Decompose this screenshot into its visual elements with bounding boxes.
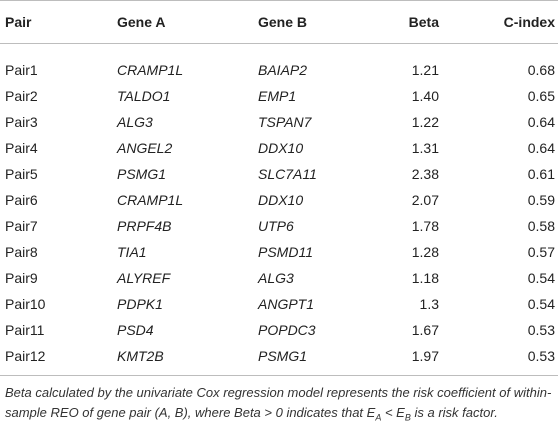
table-row: Pair8 TIA1 PSMD11 1.28 0.57 (0, 240, 558, 264)
cell-c-index: 0.59 (527, 192, 555, 208)
cell-beta: 1.18 (411, 270, 439, 286)
cell-c-index: 0.65 (527, 88, 555, 104)
cell-gene-a: CRAMP1L (117, 62, 184, 78)
table-row: Pair6 CRAMP1L DDX10 2.07 0.59 (0, 188, 558, 212)
table-row: Pair5 PSMG1 SLC7A11 2.38 0.61 (0, 162, 558, 186)
cell-gene-a: CRAMP1L (117, 192, 184, 208)
cell-beta: 1.3 (419, 296, 439, 312)
table-footnote: Beta calculated by the univariate Cox re… (5, 383, 553, 423)
table-header-rule (0, 43, 558, 44)
cell-beta: 1.40 (411, 88, 439, 104)
cell-beta: 1.31 (411, 140, 439, 156)
cell-pair: Pair6 (5, 192, 38, 208)
cell-beta: 2.07 (411, 192, 439, 208)
cell-gene-b: PSMD11 (258, 244, 313, 260)
cell-gene-b: SLC7A11 (258, 166, 317, 182)
cell-gene-b: DDX10 (258, 192, 304, 208)
table-row: Pair3 ALG3 TSPAN7 1.22 0.64 (0, 110, 558, 134)
footnote-subscript-b: B (404, 412, 411, 423)
cell-pair: Pair5 (5, 166, 38, 182)
cell-pair: Pair1 (5, 62, 38, 78)
cell-gene-b: ANGPT1 (258, 296, 315, 312)
cell-c-index: 0.58 (527, 218, 555, 234)
table-row: Pair10 PDPK1 ANGPT1 1.3 0.54 (0, 292, 558, 316)
cell-c-index: 0.54 (527, 270, 555, 286)
cell-gene-a: ALG3 (117, 114, 153, 130)
cell-beta: 1.21 (411, 62, 439, 78)
cell-pair: Pair11 (5, 322, 45, 338)
table-row: Pair2 TALDO1 EMP1 1.40 0.65 (0, 84, 558, 108)
cell-gene-a: TALDO1 (117, 88, 171, 104)
cell-c-index: 0.54 (527, 296, 555, 312)
table-top-rule (0, 0, 558, 1)
cell-beta: 1.28 (411, 244, 439, 260)
cell-gene-a: PSD4 (117, 322, 154, 338)
header-beta: Beta (408, 14, 439, 30)
table-header-row: Pair Gene A Gene B Beta C-index (0, 10, 558, 34)
cell-beta: 1.67 (411, 322, 439, 338)
cell-pair: Pair9 (5, 270, 38, 286)
cell-pair: Pair3 (5, 114, 38, 130)
cell-beta: 1.97 (411, 348, 439, 364)
footnote-text: is a risk factor. (410, 405, 498, 420)
cell-gene-b: ALG3 (258, 270, 294, 286)
table-row: Pair7 PRPF4B UTP6 1.78 0.58 (0, 214, 558, 238)
table-bottom-rule (0, 375, 558, 376)
table-row: Pair9 ALYREF ALG3 1.18 0.54 (0, 266, 558, 290)
header-pair: Pair (5, 14, 32, 30)
cell-pair: Pair12 (5, 348, 46, 364)
header-gene-a: Gene A (117, 14, 166, 30)
header-c-index: C-index (503, 14, 555, 30)
cell-gene-a: PSMG1 (117, 166, 167, 182)
cell-c-index: 0.68 (527, 62, 555, 78)
cell-gene-a: PRPF4B (117, 218, 172, 234)
cell-pair: Pair4 (5, 140, 38, 156)
cell-pair: Pair2 (5, 88, 38, 104)
cell-c-index: 0.64 (527, 140, 555, 156)
cell-gene-b: EMP1 (258, 88, 297, 104)
cell-pair: Pair10 (5, 296, 46, 312)
cell-beta: 1.22 (411, 114, 439, 130)
cell-gene-a: PDPK1 (117, 296, 163, 312)
table-row: Pair1 CRAMP1L BAIAP2 1.21 0.68 (0, 58, 558, 82)
footnote-subscript-a: A (375, 412, 382, 423)
cell-gene-b: PSMG1 (258, 348, 308, 364)
cell-c-index: 0.53 (527, 348, 555, 364)
cell-gene-a: KMT2B (117, 348, 164, 364)
cell-gene-b: DDX10 (258, 140, 304, 156)
table-row: Pair4 ANGEL2 DDX10 1.31 0.64 (0, 136, 558, 160)
header-gene-b: Gene B (258, 14, 308, 30)
footnote-text: Beta calculated by the univariate Cox re… (5, 385, 552, 420)
table-row: Pair11 PSD4 POPDC3 1.67 0.53 (0, 318, 558, 342)
cell-c-index: 0.57 (527, 244, 555, 260)
cell-c-index: 0.53 (527, 322, 555, 338)
footnote-text: < E (381, 405, 405, 420)
cell-beta: 2.38 (411, 166, 439, 182)
cell-gene-a: TIA1 (117, 244, 147, 260)
cell-gene-b: POPDC3 (258, 322, 316, 338)
cell-c-index: 0.64 (527, 114, 555, 130)
table-row: Pair12 KMT2B PSMG1 1.97 0.53 (0, 344, 558, 368)
cell-pair: Pair8 (5, 244, 38, 260)
cell-gene-b: TSPAN7 (258, 114, 312, 130)
cell-beta: 1.78 (411, 218, 439, 234)
cell-gene-b: BAIAP2 (258, 62, 308, 78)
cell-gene-a: ALYREF (117, 270, 171, 286)
cell-pair: Pair7 (5, 218, 38, 234)
cell-c-index: 0.61 (527, 166, 555, 182)
cell-gene-a: ANGEL2 (117, 140, 173, 156)
cell-gene-b: UTP6 (258, 218, 294, 234)
